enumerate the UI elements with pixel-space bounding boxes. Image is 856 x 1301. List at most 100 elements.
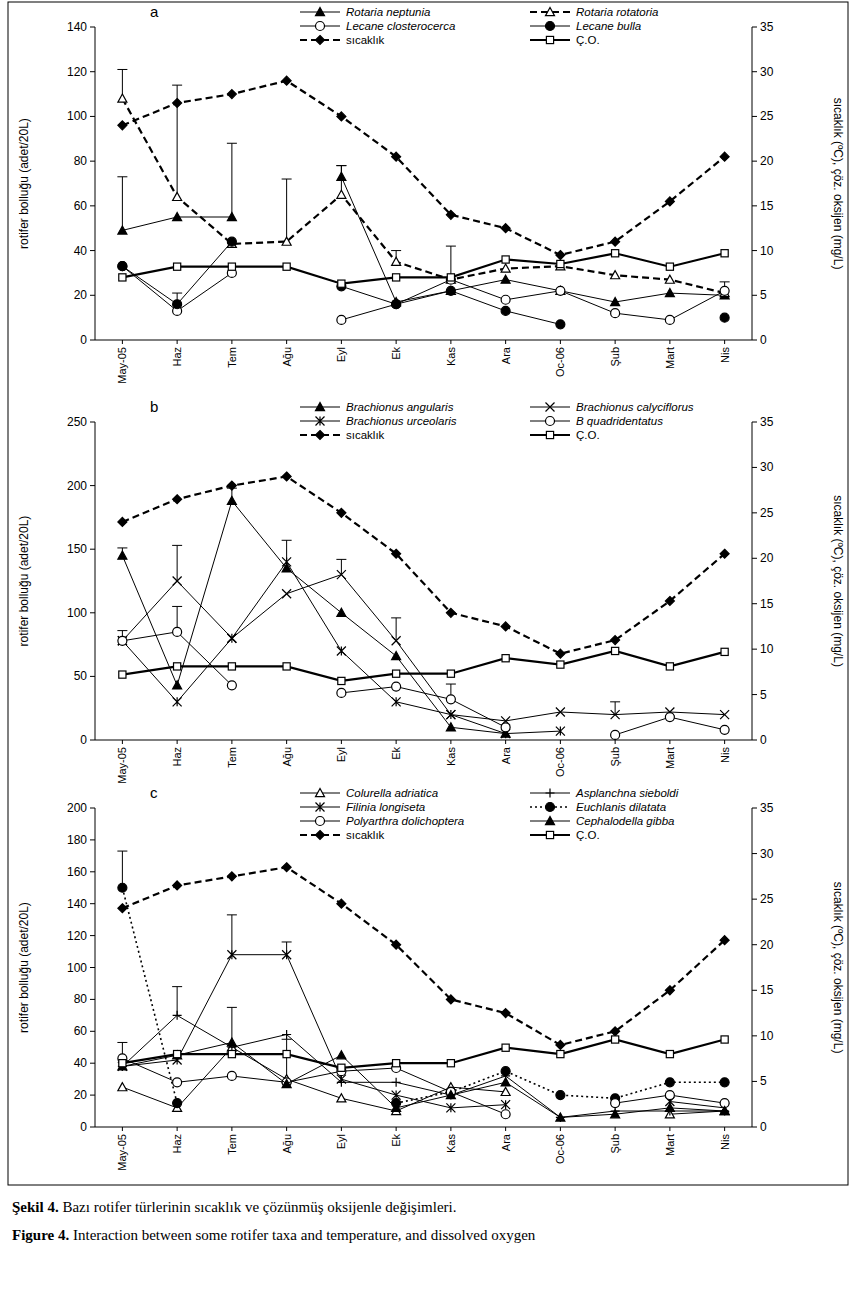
figure: 02040608010012014005101520253035May-05Ha… xyxy=(0,0,856,1301)
y-tick xyxy=(90,1127,95,1128)
legend-entry: Euchlanis dilatata xyxy=(530,801,666,813)
data-marker xyxy=(338,280,345,287)
y-tick-label: 80 xyxy=(74,992,88,1006)
data-marker xyxy=(227,872,236,881)
series-line xyxy=(122,562,560,734)
y2-tick xyxy=(752,161,757,162)
series-line xyxy=(122,177,724,302)
y2-tick-label: 20 xyxy=(760,938,774,952)
data-marker xyxy=(337,112,346,121)
error-bar xyxy=(282,540,292,568)
y2-tick xyxy=(752,71,757,72)
x-tick-label: Ağu xyxy=(281,747,293,767)
data-marker xyxy=(612,647,619,654)
plot-area xyxy=(117,69,729,328)
y2-axis-line xyxy=(752,27,753,340)
y-tick-label: 20 xyxy=(74,288,88,302)
data-marker xyxy=(173,697,182,706)
data-marker xyxy=(119,274,126,281)
data-marker xyxy=(721,1036,728,1043)
x-tick xyxy=(450,340,451,344)
y2-tick xyxy=(752,603,757,604)
x-tick xyxy=(177,740,178,744)
legend-entry: Ç.O. xyxy=(530,829,600,841)
data-marker xyxy=(501,1110,510,1119)
data-marker xyxy=(446,210,455,219)
data-marker xyxy=(611,636,620,645)
legend-entry: Asplanchna sieboldi xyxy=(530,787,679,799)
data-marker xyxy=(546,789,555,798)
data-marker xyxy=(173,1099,182,1108)
x-tick xyxy=(669,1127,670,1131)
data-marker xyxy=(392,940,401,949)
error-bar xyxy=(610,702,620,715)
x-tick xyxy=(122,740,123,744)
data-marker xyxy=(446,1091,455,1099)
data-marker xyxy=(282,472,291,481)
y-tick xyxy=(90,1031,95,1032)
y2-tick xyxy=(752,250,757,251)
y2-tick xyxy=(752,1127,757,1128)
data-marker xyxy=(337,646,346,655)
data-marker xyxy=(316,417,325,426)
data-marker xyxy=(338,1064,345,1071)
data-marker xyxy=(720,1078,729,1087)
y-tick-label: 0 xyxy=(80,1120,87,1134)
data-marker xyxy=(316,817,325,826)
y-tick xyxy=(90,1095,95,1096)
data-marker xyxy=(556,286,565,295)
x-tick xyxy=(615,340,616,344)
y-tick-label: 20 xyxy=(74,1088,88,1102)
x-tick xyxy=(396,740,397,744)
data-marker xyxy=(337,508,346,517)
x-tick-label: Ek xyxy=(390,747,402,760)
y-tick-label: 150 xyxy=(67,542,87,556)
y-tick-label: 100 xyxy=(67,109,87,123)
x-tick-label: Ara xyxy=(500,346,512,364)
y2-tick xyxy=(752,1081,757,1082)
legend-label: Brachionus urceolaris xyxy=(346,415,457,427)
x-tick-label: Tem xyxy=(226,747,238,768)
data-marker xyxy=(227,1071,236,1080)
y-tick-label: 0 xyxy=(80,733,87,747)
data-marker xyxy=(173,192,182,200)
legend-entry: Brachionus urceolaris xyxy=(300,415,457,427)
data-marker xyxy=(721,648,728,655)
data-marker xyxy=(556,1113,565,1121)
data-marker xyxy=(546,36,553,43)
data-marker xyxy=(228,263,235,270)
x-tick-label: Ek xyxy=(390,1134,402,1147)
x-tick xyxy=(177,1127,178,1131)
y-tick xyxy=(90,999,95,1000)
y-tick-label: 160 xyxy=(67,865,87,879)
data-marker xyxy=(227,237,236,246)
data-marker xyxy=(392,652,401,660)
data-marker xyxy=(501,224,510,233)
legend-entry: Lecane closterocerca xyxy=(300,20,455,32)
x-tick-label: Oc-06 xyxy=(554,1134,566,1164)
legend-entry: Polyarthra dolichoptera xyxy=(300,815,464,827)
data-marker xyxy=(393,670,400,677)
data-marker xyxy=(556,1040,565,1049)
y2-axis-title: sıcaklık (ºC), çöz. oksijen (mg/L) xyxy=(831,495,845,667)
x-tick-label: Eyl xyxy=(335,747,347,762)
x-tick xyxy=(560,1127,561,1131)
y-tick-label: 120 xyxy=(67,929,87,943)
y2-tick-label: 35 xyxy=(760,801,774,815)
data-marker xyxy=(501,275,510,283)
y-tick-label: 180 xyxy=(67,833,87,847)
data-marker xyxy=(316,831,325,840)
plot-area xyxy=(117,851,729,1122)
y-tick-label: 40 xyxy=(74,1056,88,1070)
data-marker xyxy=(720,286,729,295)
legend-entry: Brachionus calyciflorus xyxy=(530,401,694,413)
legend-entry: Brachionus angularis xyxy=(300,401,454,413)
series-line xyxy=(122,867,724,1045)
legend-label: Rotaria neptunia xyxy=(346,6,430,18)
series-line xyxy=(122,242,724,325)
y-tick xyxy=(90,205,95,206)
data-marker xyxy=(611,237,620,246)
series-line xyxy=(122,651,724,681)
series-line xyxy=(122,632,724,735)
data-marker xyxy=(173,99,182,108)
